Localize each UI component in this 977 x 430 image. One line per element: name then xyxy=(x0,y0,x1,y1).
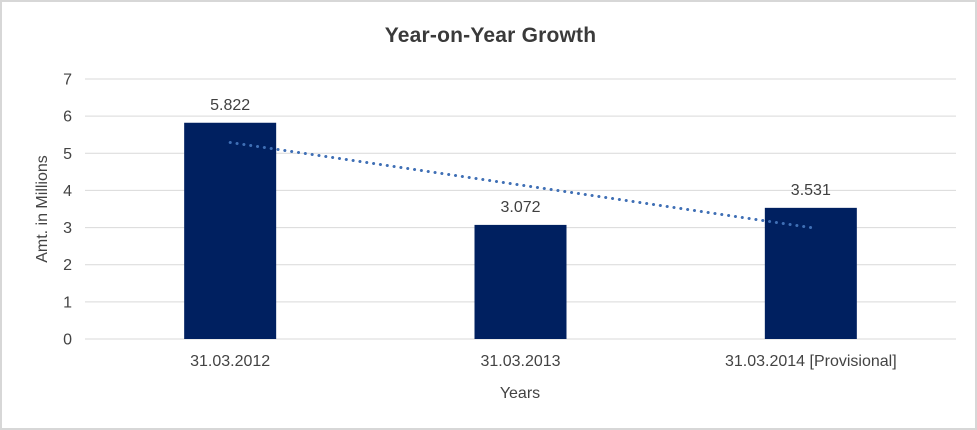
y-tick-label: 1 xyxy=(63,294,72,311)
trendline xyxy=(228,141,813,230)
x-category-label: 31.03.2012 xyxy=(190,353,270,370)
x-axis-title: Years xyxy=(499,385,541,402)
bar-value-label: 3.531 xyxy=(791,182,831,199)
y-tick-label: 5 xyxy=(63,146,72,163)
y-tick-label: 0 xyxy=(63,332,72,349)
bar xyxy=(184,122,277,339)
bar-value-label: 3.072 xyxy=(500,199,540,216)
y-tick-label: 2 xyxy=(63,257,72,274)
x-category-label: 31.03.2014 [Provisional] xyxy=(725,353,897,370)
bar xyxy=(764,207,857,339)
y-tick-label: 4 xyxy=(63,183,72,200)
y-tick-label: 3 xyxy=(63,220,72,237)
x-category-label: 31.03.2013 xyxy=(480,353,560,370)
bar xyxy=(474,224,567,339)
y-tick-label: 6 xyxy=(63,109,72,126)
chart-title: Year-on-Year Growth xyxy=(384,24,597,47)
y-tick-label: 7 xyxy=(63,72,72,89)
bar-value-label: 5.822 xyxy=(210,97,250,114)
